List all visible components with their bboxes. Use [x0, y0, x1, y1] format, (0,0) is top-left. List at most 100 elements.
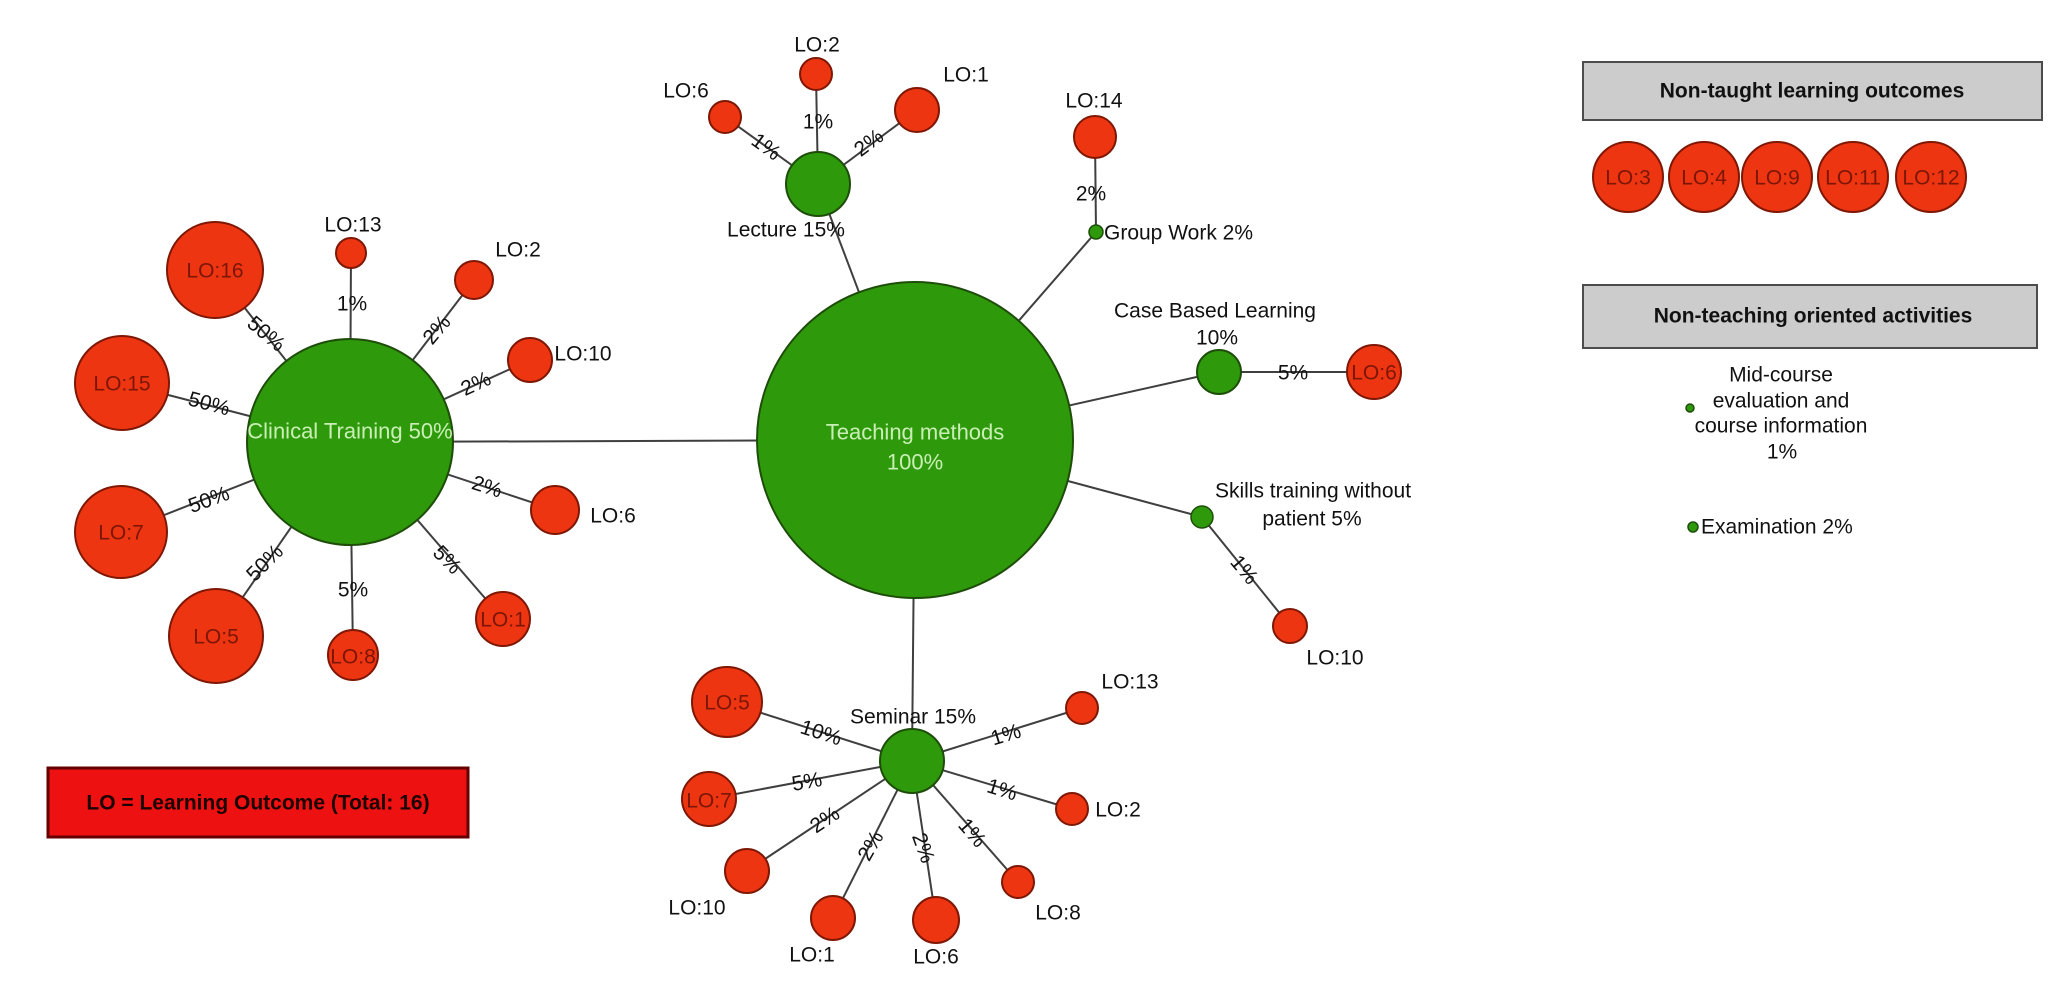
seminar-lo2-node	[1055, 792, 1089, 826]
clinical-lo8-node	[327, 629, 379, 681]
legend-box	[46, 766, 470, 839]
lecture-hub-label: Lecture 15%	[727, 219, 845, 242]
clinical-cluster: Clinical Training 50% LO:16 LO:13 LO:2 L…	[74, 214, 636, 684]
nontaught-lo3-label: LO:3	[1605, 167, 1651, 190]
nontaught-lo9-label: LO:9	[1754, 167, 1800, 190]
edge-seminar-lo7	[708, 760, 913, 800]
seminar-lo10-node	[724, 848, 770, 894]
casebased-hub-node	[1196, 349, 1242, 395]
edge-label-seminar-lo2: 1%	[984, 775, 1020, 806]
skills-cluster: Skills training without patient 5% LO:10…	[1190, 480, 1411, 670]
edge-label-seminar-lo6: 2%	[907, 830, 939, 866]
edge-label-seminar-lo1: 2%	[853, 827, 888, 865]
mid-course-label-line3: course information	[1695, 415, 1868, 438]
edge-label-groupwork-lo14: 2%	[1076, 183, 1106, 206]
seminar-lo7-node	[681, 771, 737, 827]
seminar-cluster: Seminar 15% LO:5 LO:7 LO:10 LO:1 LO:6 LO…	[668, 666, 1159, 969]
seminar-lo6-label: LO:6	[913, 946, 959, 969]
central-node-group: Teaching methods 100%	[756, 281, 1074, 599]
legend-text: LO = Learning Outcome (Total: 16)	[86, 792, 429, 815]
clinical-lo8-label: LO:8	[330, 646, 376, 669]
clinical-lo10-label: LO:10	[554, 343, 611, 366]
nontaught-lo12-node	[1895, 141, 1967, 213]
non-teaching-title: Non-teaching oriented activities	[1654, 305, 1973, 328]
clinical-lo16-label: LO:16	[186, 260, 243, 283]
clinical-lo1-node	[475, 591, 531, 647]
groupwork-hub-node	[1088, 224, 1104, 240]
nontaught-lo4-node	[1668, 141, 1740, 213]
nontaught-lo9-node	[1741, 141, 1813, 213]
skills-edges	[1201, 516, 1291, 627]
edge-label-clinical-lo2: 2%	[418, 311, 455, 349]
lecture-lo2-node	[799, 57, 833, 91]
non-taught-panel: Non-taught learning outcomes LO:3 LO:4 L…	[1582, 61, 2043, 213]
seminar-lo8-node	[1001, 865, 1035, 899]
edge-label-clinical-lo1: 5%	[428, 541, 466, 579]
nontaught-lo11-label: LO:11	[1825, 167, 1881, 190]
non-teaching-header-box	[1582, 284, 2038, 349]
seminar-hub-node	[879, 728, 945, 794]
clinical-lo15-label: LO:15	[93, 373, 150, 396]
clinical-lo7-node	[74, 485, 168, 579]
lecture-lo1-node	[894, 87, 940, 133]
edge-label-clinical-lo6: 2%	[469, 471, 505, 502]
clinical-lo10-node	[507, 337, 553, 383]
casebased-lo6-node	[1346, 344, 1402, 400]
skills-hub-label-line2: patient 5%	[1262, 508, 1361, 531]
skills-hub-label-line1: Skills training without	[1215, 480, 1411, 503]
seminar-lo7-label: LO:7	[686, 790, 732, 813]
edge-label-seminar-lo8: 1%	[953, 814, 990, 852]
seminar-lo6-node	[912, 896, 960, 944]
nontaught-lo3-node	[1592, 141, 1664, 213]
groupwork-cluster: Group Work 2% LO:14 2%	[1065, 90, 1253, 245]
examination-label: Examination 2%	[1701, 516, 1853, 539]
non-taught-header-box	[1582, 61, 2043, 121]
casebased-hub-label-line1: Case Based Learning	[1114, 300, 1316, 323]
seminar-lo5-node	[691, 666, 763, 738]
skills-lo10-label: LO:10	[1306, 647, 1363, 670]
mid-course-label-line1: Mid-course	[1729, 364, 1833, 387]
clinical-hub-label: Clinical Training 50%	[247, 419, 452, 444]
clinical-lo5-label: LO:5	[193, 626, 239, 649]
clinical-lo13-label: LO:13	[324, 214, 381, 237]
groupwork-hub-label: Group Work 2%	[1104, 222, 1253, 245]
mid-course-label-line2: evaluation and	[1713, 390, 1850, 413]
casebased-cluster: Case Based Learning 10% LO:6 5%	[1114, 300, 1402, 400]
lecture-lo6-node	[708, 100, 742, 134]
lecture-lo2-label: LO:2	[794, 34, 840, 57]
nontaught-lo4-label: LO:4	[1681, 167, 1727, 190]
clinical-lo15-node	[74, 335, 170, 431]
clinical-lo1-label: LO:1	[480, 609, 526, 632]
groupwork-lo14-label: LO:14	[1065, 90, 1123, 113]
seminar-lo1-label: LO:1	[789, 944, 835, 967]
edge-label-clinical-lo8: 5%	[338, 579, 368, 602]
edge-label-seminar-lo7: 5%	[790, 768, 824, 796]
edge-label-seminar-lo10: 2%	[806, 802, 844, 838]
edge-skills-lo10	[1201, 516, 1291, 627]
skills-hub-node	[1190, 505, 1214, 529]
clinical-lo5-node	[168, 588, 264, 684]
casebased-hub-label-line2: 10%	[1196, 327, 1238, 350]
edge-label-seminar-lo5: 10%	[797, 716, 844, 751]
clinical-lo2-label: LO:2	[495, 239, 541, 262]
clinical-lo6-node	[530, 485, 580, 535]
edge-label-skills-lo10: 1%	[1225, 551, 1262, 589]
lecture-hub-node	[785, 151, 851, 217]
lecture-lo6-label: LO:6	[663, 80, 709, 103]
nontaught-lo11-node	[1817, 141, 1889, 213]
seminar-lo10-label: LO:10	[668, 897, 725, 920]
edge-label-lecture-lo6: 1%	[747, 129, 785, 165]
legend: LO = Learning Outcome (Total: 16)	[46, 766, 470, 839]
casebased-lo6-label: LO:6	[1351, 362, 1397, 385]
skills-lo10-node	[1272, 608, 1308, 644]
mid-course-label-line4: 1%	[1767, 441, 1797, 464]
groupwork-lo14-node	[1073, 115, 1117, 159]
seminar-lo5-label: LO:5	[704, 692, 750, 715]
examination-dot	[1687, 521, 1699, 533]
lecture-cluster: Lecture 15% LO:6 LO:2 LO:1 1% 1% 2%	[663, 34, 989, 242]
seminar-lo1-node	[810, 895, 856, 941]
nontaught-lo12-label: LO:12	[1902, 167, 1959, 190]
seminar-lo13-node	[1065, 691, 1099, 725]
